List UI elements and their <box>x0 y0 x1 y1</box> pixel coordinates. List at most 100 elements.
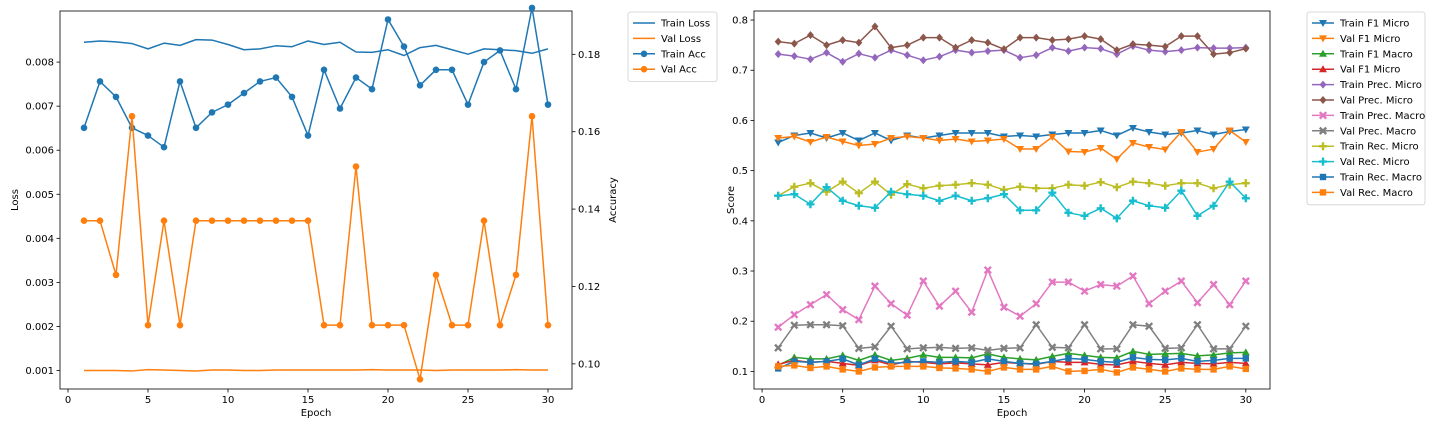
marker-triangle-down <box>870 141 879 149</box>
marker-dot <box>272 217 280 224</box>
data-point <box>1096 145 1105 153</box>
legend-label: Train F1 Micro <box>1339 19 1409 30</box>
data-point <box>1032 133 1041 141</box>
marker-dot <box>400 321 408 329</box>
marker-triangle-down <box>903 133 912 141</box>
marker-square <box>1161 368 1169 375</box>
marker-triangle-down <box>1319 20 1327 27</box>
data-point <box>96 78 104 85</box>
marker-triangle-down <box>1096 145 1105 153</box>
data-point <box>1112 156 1121 164</box>
marker-square <box>887 363 895 370</box>
marker-diamond <box>1032 33 1040 42</box>
marker-plus <box>1048 188 1057 197</box>
data-point <box>1209 201 1218 210</box>
marker-x <box>1080 320 1089 329</box>
marker-triangle-up <box>1177 358 1186 366</box>
data-point <box>1128 272 1137 281</box>
data-point <box>144 132 152 139</box>
data-point <box>952 43 960 52</box>
data-point <box>983 180 992 189</box>
data-point <box>80 124 88 132</box>
marker-square <box>1016 360 1024 367</box>
marker-plus <box>870 177 879 186</box>
marker-diamond <box>1064 35 1072 44</box>
data-point <box>887 322 896 331</box>
marker-square <box>1178 355 1185 362</box>
marker-triangle-up <box>983 360 992 368</box>
data-point <box>1161 344 1170 353</box>
marker-square <box>952 358 959 365</box>
marker-dot <box>256 217 264 224</box>
marker-square <box>1081 367 1088 375</box>
marker-x <box>790 310 799 319</box>
marker-dot <box>144 132 152 139</box>
legend-label: Val Rec. Macro <box>1340 188 1413 199</box>
data-point <box>1128 124 1137 132</box>
x-tick-label: 15 <box>998 395 1011 406</box>
data-point <box>1032 33 1040 42</box>
data-point <box>838 321 847 330</box>
data-point <box>903 190 912 199</box>
data-point <box>774 139 783 147</box>
data-point <box>1145 366 1153 373</box>
marker-square <box>1226 355 1233 362</box>
marker-x <box>1241 322 1250 331</box>
marker-plus <box>1319 157 1327 166</box>
marker-x <box>1096 344 1105 353</box>
marker-diamond <box>1129 40 1137 49</box>
marker-dot <box>528 4 536 12</box>
marker-plus <box>951 180 960 189</box>
marker-dot <box>96 217 104 224</box>
legend-item: Val Prec. Macro <box>1312 126 1416 137</box>
marker-diamond <box>806 55 814 64</box>
data-point <box>967 353 976 361</box>
marker-x <box>1112 282 1121 291</box>
marker-diamond <box>1177 32 1185 41</box>
marker-dot <box>368 85 376 93</box>
data-point <box>1161 131 1170 139</box>
marker-dot <box>160 143 168 151</box>
marker-x <box>1318 126 1328 135</box>
legend-item: Train Loss <box>633 19 710 30</box>
marker-plus <box>1064 208 1073 217</box>
marker-triangle-down <box>951 136 960 144</box>
data-point <box>1177 343 1186 352</box>
data-point <box>935 132 944 140</box>
legend-item: Train Rec. Micro <box>1312 142 1419 153</box>
marker-square <box>1194 366 1201 373</box>
series-val-rec-micro <box>774 177 1250 223</box>
data-point <box>903 344 912 353</box>
data-point <box>1113 369 1121 376</box>
marker-triangle-down <box>1128 124 1137 132</box>
marker-dot <box>400 43 408 50</box>
data-point <box>935 302 944 311</box>
loss-accuracy-chart: 0 5 10 15 20 25 300.0010.0020.0030.0040.0050.0… <box>10 4 718 419</box>
score-metrics-chart: 0 5 10 15 20 25 30 0.1 0.2 0.3 0.4 0.5 0.6 0.7 0.8 Epoc… <box>726 10 1426 419</box>
data-point <box>984 38 992 47</box>
data-point <box>384 321 392 329</box>
marker-triangle-up <box>1177 349 1186 357</box>
marker-plus <box>1096 204 1105 213</box>
marker-dot <box>288 93 296 101</box>
data-point <box>935 353 944 361</box>
marker-diamond <box>919 33 927 42</box>
data-point <box>1145 179 1154 188</box>
marker-diamond <box>903 41 911 50</box>
data-point <box>1209 350 1218 358</box>
marker-diamond <box>855 49 863 58</box>
plot-frame <box>59 10 573 390</box>
series-train-loss <box>83 38 549 57</box>
marker-square <box>1226 363 1233 370</box>
marker-diamond <box>839 36 847 45</box>
marker-diamond <box>952 43 960 52</box>
y-right-axis-ticks: 0.10 0.12 0.14 0.16 0.18 <box>572 50 600 370</box>
data-point <box>208 217 216 224</box>
data-point <box>790 321 799 330</box>
marker-x <box>1064 343 1073 352</box>
marker-diamond <box>1016 33 1024 42</box>
data-point <box>1064 47 1072 56</box>
data-point <box>806 139 815 147</box>
data-point <box>1080 149 1089 157</box>
data-point <box>1080 211 1089 220</box>
